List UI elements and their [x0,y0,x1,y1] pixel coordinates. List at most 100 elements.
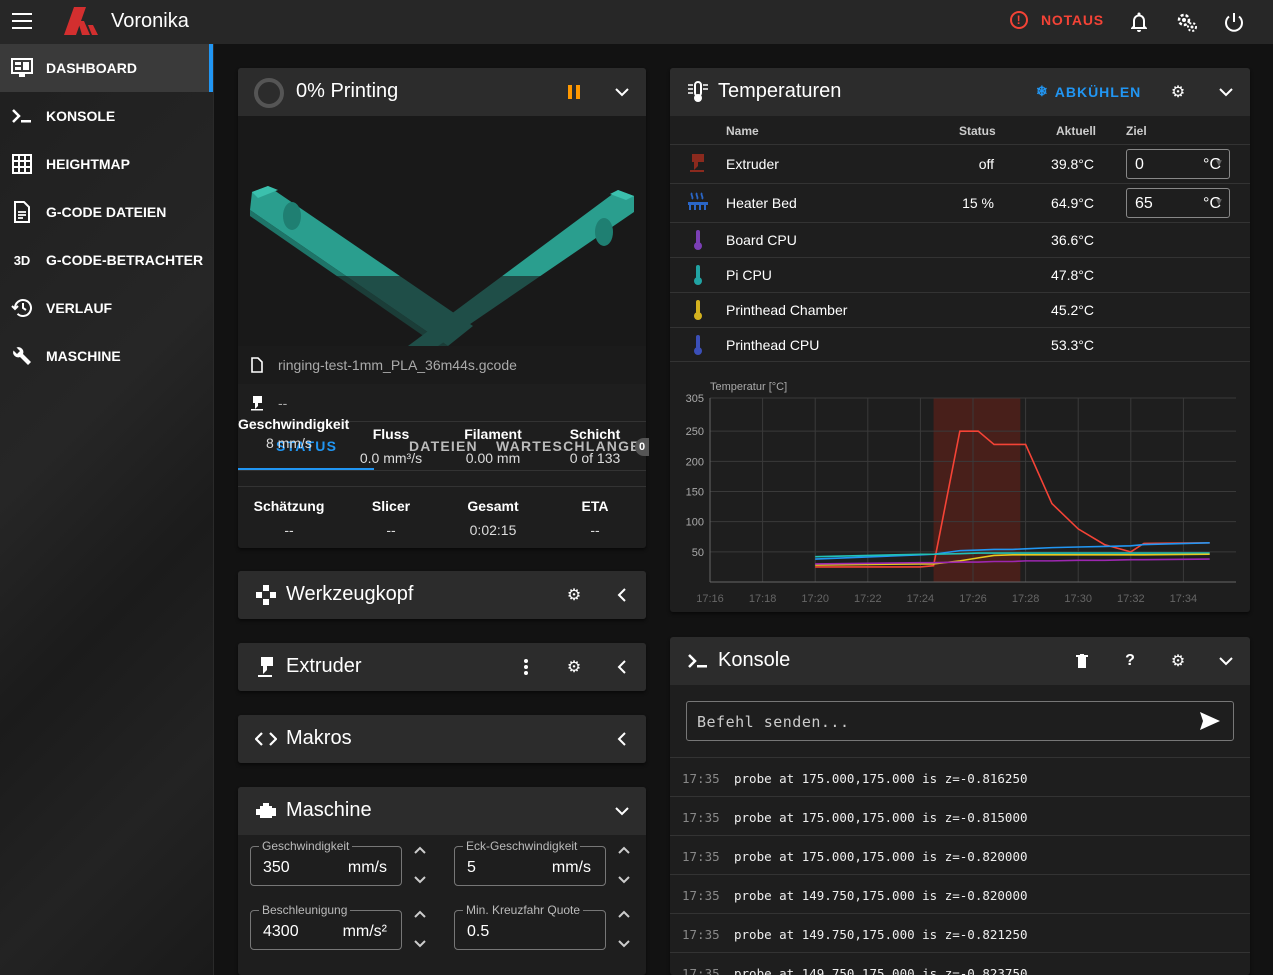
machine-header[interactable]: Maschine [238,787,646,835]
extruder-target-input[interactable]: 0 °C [1126,149,1230,179]
console-line: 17:35 probe at 175.000,175.000 is z=-0.8… [670,796,1250,835]
macros-panel: Makros [238,715,646,763]
stat-value: -- [590,522,600,538]
square-corner-velocity-stepper[interactable] [614,843,634,887]
heater-bed-target-input[interactable]: 65 °C [1126,188,1230,218]
console-panel: Konsole ? ⚙ Befehl senden... 17:35 probe… [670,637,1250,975]
series-line-printhead-chamber [815,553,1210,566]
thermometer-icon [686,229,710,254]
console-time: 17:35 [682,771,720,786]
stat-layer: Schicht 0 of 133 [544,426,646,466]
dots-vertical-icon[interactable] [514,655,538,679]
chevron-left-icon[interactable] [610,655,634,679]
console-icon [10,104,34,128]
stat-value: 8 mm/s [266,435,312,451]
heater-bed-icon [686,192,710,215]
tab-status[interactable]: STATUS [276,438,338,454]
field-value: 4300 [263,923,299,940]
toolhead-header[interactable]: Werkzeugkopf ⚙ [238,571,646,619]
console-time: 17:35 [682,849,720,864]
chart-ytick-label: 200 [686,456,704,468]
temp-current: 64.9°C [1051,195,1094,211]
chart-xtick-label: 17:34 [1170,593,1198,605]
acceleration-field[interactable]: Beschleunigung 4300 mm/s² [250,903,402,950]
col-header-status: Status [959,124,996,138]
sidebar-item-dashboard[interactable]: DASHBOARD [0,44,213,92]
tab-files[interactable]: DATEIEN [409,438,478,454]
field-unit: mm/s² [342,923,387,940]
delete-icon[interactable] [1070,649,1094,673]
sidebar-item-gcode-files[interactable]: G-CODE DATEIEN [0,188,213,236]
console-text: probe at 175.000,175.000 is z=-0.816250 [734,771,1028,786]
tab-queue[interactable]: WARTESCHLANGE [496,438,641,454]
extruder-header[interactable]: Extruder ⚙ [238,643,646,691]
emergency-stop-button[interactable]: ! NOTAUS [1010,11,1104,29]
menu-icon[interactable] [12,13,32,29]
thermometer-icon [686,264,710,289]
console-text: probe at 149.750,175.000 is z=-0.823750 [734,966,1028,975]
square-corner-velocity-field[interactable]: Eck-Geschwindigkeit 5 mm/s [454,839,606,886]
snowflake-icon: ❄ [1036,83,1049,99]
col-header-name: Name [726,124,759,138]
grid-icon [10,152,34,176]
sidebar-item-history[interactable]: VERLAUF [0,284,213,332]
temp-current: 39.8°C [1051,156,1094,172]
console-icon [686,649,710,673]
thermometer-icon [686,334,710,359]
chevron-down-icon[interactable] [610,80,634,104]
sidebar-item-console[interactable]: KONSOLE [0,92,213,140]
temp-current: 47.8°C [1051,267,1094,283]
help-icon[interactable]: ? [1125,652,1135,669]
cooldown-label: ABKÜHLEN [1054,83,1142,100]
command-input[interactable]: Befehl senden... [686,701,1234,741]
file-name-row: ringing-test-1mm_PLA_36m44s.gcode [238,346,646,384]
progress-ring [254,78,284,108]
gear-icon[interactable]: ⚙ [566,659,582,676]
min-cruise-ratio-stepper[interactable] [614,907,634,951]
command-placeholder: Befehl senden... [697,713,850,731]
field-unit: mm/s [347,859,387,876]
chevron-down-icon[interactable] [610,799,634,823]
preset-dropdown-icon[interactable]: ▼ [1214,158,1224,169]
field-label: Min. Kreuzfahr Quote [463,903,584,917]
temp-name: Pi CPU [726,267,772,283]
power-icon[interactable] [1222,10,1246,34]
file-document-icon [10,200,34,224]
sidebar-item-gcode-viewer[interactable]: 3D G-CODE-BETRACHTER [0,236,213,284]
stat-filament: Filament 0.00 mm [442,426,544,466]
acceleration-stepper[interactable] [410,907,430,951]
chevron-left-icon[interactable] [610,583,634,607]
field-value: 350 [263,859,290,876]
move-icon [254,583,278,607]
extruder-icon [686,153,710,176]
sidebar-item-label: G-CODE-BETRACHTER [46,252,204,268]
sidebar-item-heightmap[interactable]: HEIGHTMAP [0,140,213,188]
min-cruise-ratio-field[interactable]: Min. Kreuzfahr Quote 0.5 [454,903,606,950]
temp-name: Printhead Chamber [726,302,848,318]
pause-icon[interactable] [562,80,586,104]
temperature-header: Temperaturen ❄ ABKÜHLEN ⚙ [670,68,1250,116]
speed-stepper[interactable] [410,843,430,887]
cooldown-button[interactable]: ❄ ABKÜHLEN [1036,83,1141,100]
chart-xtick-label: 17:18 [749,593,777,605]
macros-title: Makros [286,727,352,749]
chevron-left-icon[interactable] [610,727,634,751]
gear-icon[interactable]: ⚙ [1170,84,1186,101]
gear-icon[interactable]: ⚙ [566,587,582,604]
thermometer-lines-icon [686,80,710,104]
print-thumbnail [238,116,646,346]
stat-value: -- [284,522,294,538]
chart-ytick-label: 305 [686,393,704,405]
bell-icon[interactable] [1127,10,1151,34]
chevron-down-icon[interactable] [1214,649,1238,673]
cogs-icon[interactable] [1175,10,1199,34]
console-line: 17:35 probe at 175.000,175.000 is z=-0.8… [670,835,1250,874]
gear-icon[interactable]: ⚙ [1170,653,1186,670]
chevron-down-icon[interactable] [1214,80,1238,104]
preset-dropdown-icon[interactable]: ▼ [1214,197,1224,208]
sidebar-item-machine[interactable]: MASCHINE [0,332,213,380]
field-value: 0.5 [467,923,490,940]
speed-field[interactable]: Geschwindigkeit 350 mm/s [250,839,402,886]
send-icon[interactable] [1199,711,1221,731]
macros-header[interactable]: Makros [238,715,646,763]
